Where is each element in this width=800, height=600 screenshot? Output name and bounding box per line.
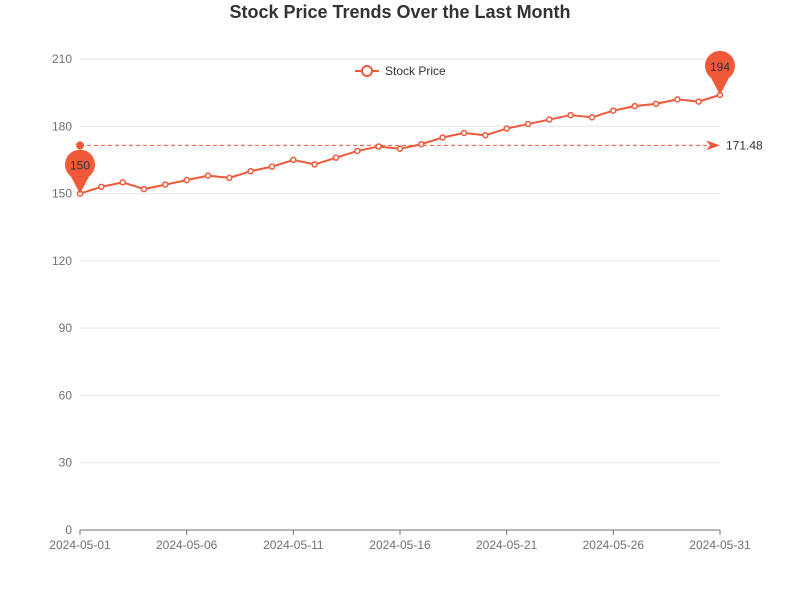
data-point [652, 100, 660, 108]
legend[interactable]: Stock Price [355, 64, 446, 78]
data-point [140, 185, 148, 193]
x-tick-label: 2024-05-26 [583, 538, 645, 552]
x-tick-label: 2024-05-01 [49, 538, 111, 552]
data-point [375, 143, 382, 150]
data-point [610, 107, 617, 114]
data-point [524, 120, 532, 128]
max-pin-label: 194 [710, 60, 730, 74]
min-pin-label: 150 [70, 159, 90, 173]
y-tick-label: 0 [65, 523, 72, 537]
average-line-label: 171.48 [726, 138, 763, 152]
data-point [119, 179, 126, 186]
series-group [76, 91, 724, 197]
legend-marker-icon [361, 65, 373, 77]
data-point [588, 114, 596, 121]
x-tick-label: 2024-05-11 [263, 538, 324, 552]
data-point [439, 134, 446, 141]
y-tick-label: 60 [59, 388, 73, 402]
data-point [268, 163, 276, 170]
x-tick-label: 2024-05-21 [476, 538, 538, 552]
data-point [503, 125, 510, 132]
y-tick-label: 120 [52, 254, 72, 268]
data-point [332, 154, 340, 161]
legend-label: Stock Price [385, 64, 446, 78]
data-point [418, 140, 425, 148]
data-point [396, 145, 404, 152]
data-point [482, 132, 489, 139]
min-pin [65, 149, 96, 194]
data-point [567, 111, 574, 119]
average-line-arrow [706, 140, 720, 151]
y-tick-label: 90 [59, 321, 73, 335]
x-tick-label: 2024-05-06 [156, 538, 218, 552]
data-point [98, 183, 105, 191]
marker-pins: 150 194 [65, 50, 735, 194]
data-point [247, 167, 254, 175]
data-point [290, 156, 297, 164]
data-point [162, 181, 169, 188]
max-pin [705, 50, 735, 95]
y-tick-label: 150 [52, 187, 72, 201]
chart-title: Stock Price Trends Over the Last Month [229, 2, 571, 22]
data-point [354, 147, 361, 155]
series-line [79, 93, 721, 195]
data-point [311, 161, 318, 168]
axes: 0 30 60 90 120 150 180 210 2024-05-01 2024-05-06 2… [49, 52, 751, 552]
y-tick-label: 30 [59, 456, 73, 470]
data-point [631, 102, 638, 110]
grid-lines [80, 58, 720, 464]
average-line-group: 171.48 [76, 138, 763, 152]
x-tick-label: 2024-05-16 [369, 538, 431, 552]
data-point [674, 96, 681, 103]
data-point [695, 98, 702, 105]
x-tick-label: 2024-05-31 [689, 538, 751, 552]
y-tick-label: 210 [52, 52, 72, 66]
data-point [204, 172, 212, 179]
data-point [546, 116, 553, 123]
data-point [460, 129, 468, 137]
data-point [226, 174, 233, 182]
y-tick-label: 180 [52, 119, 72, 133]
data-point [183, 176, 190, 184]
